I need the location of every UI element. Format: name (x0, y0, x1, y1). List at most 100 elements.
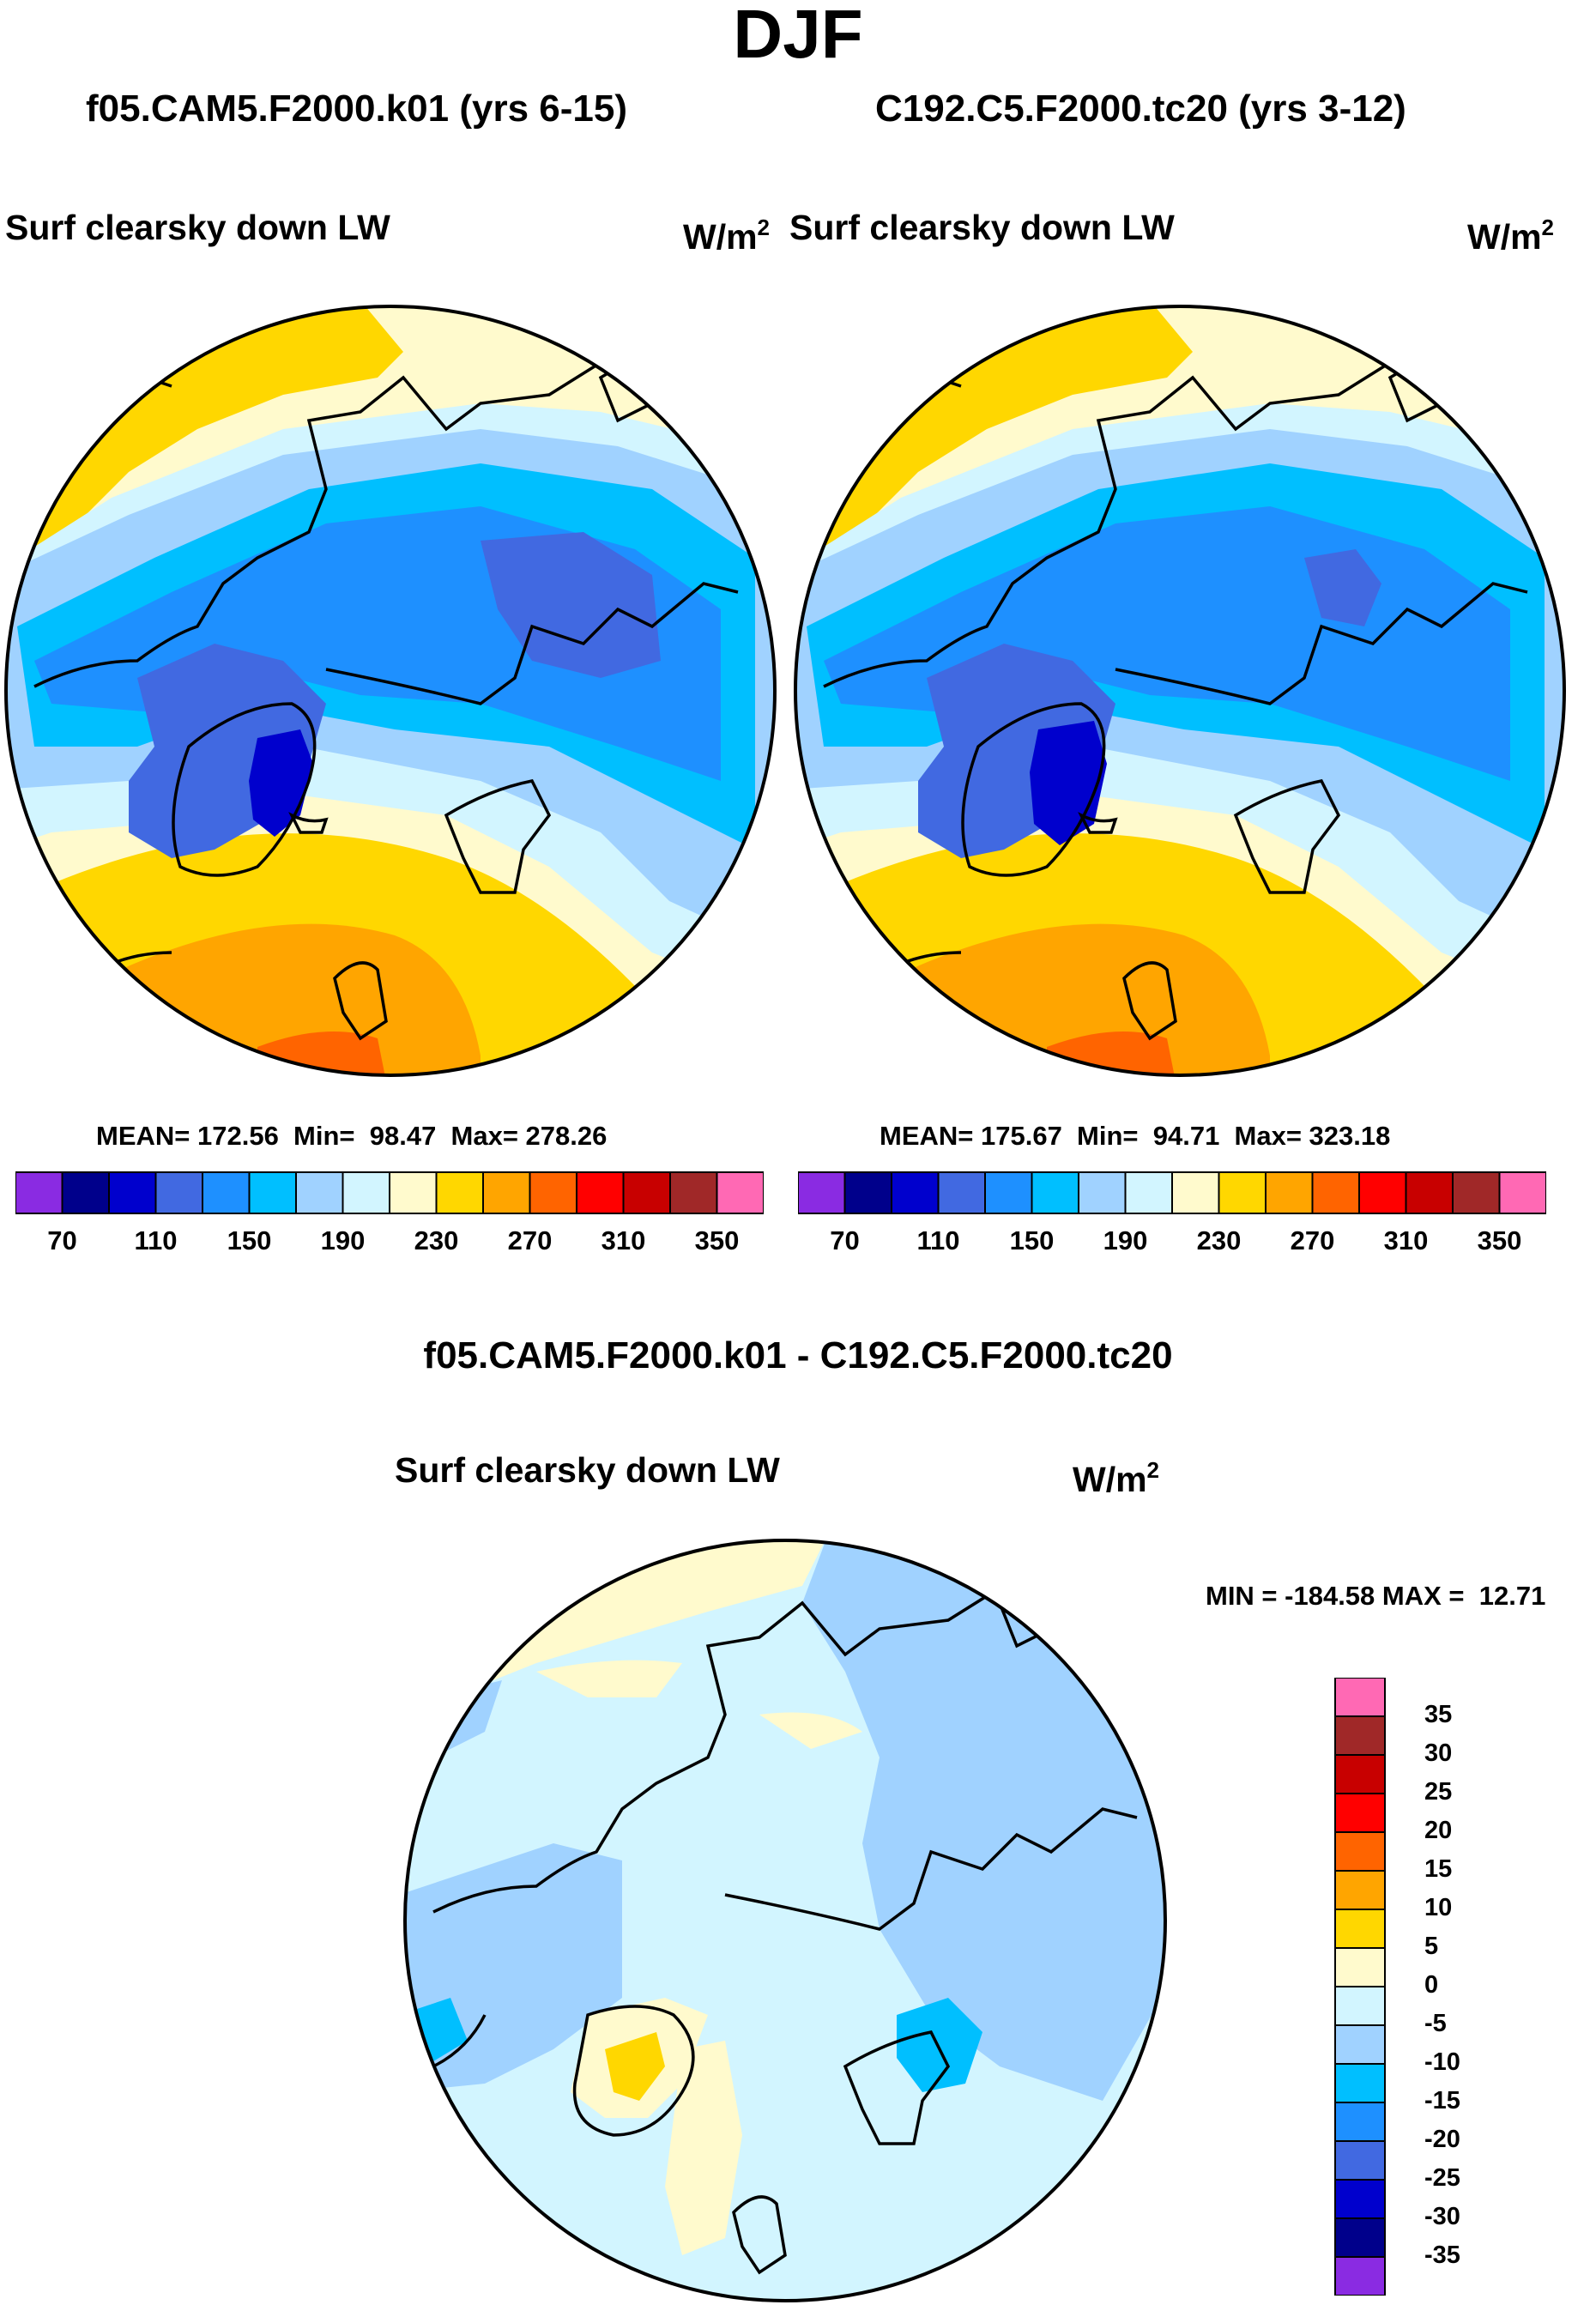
colorbar-swatch (435, 1171, 484, 1214)
polar-map-left (4, 305, 777, 1077)
panel-left-variable: Surf clearsky down LW (5, 208, 390, 247)
colorbar-tick-label: 25 (1424, 1778, 1453, 1806)
colorbar-tick-label: 30 (1424, 1739, 1453, 1767)
colorbar-swatch (482, 1171, 531, 1214)
colorbar-tick-label: 110 (134, 1225, 178, 1255)
colorbar-swatch (1311, 1171, 1360, 1214)
colorbar-swatch (1218, 1171, 1267, 1214)
panel-left-case-title: f05.CAM5.F2000.k01 (yrs 6-15) (86, 88, 627, 130)
colorbar-difference-labels: 35 30 25 20 15 10 5 0 -5 -10 -15 -20 -25 -30 -35 (1424, 1678, 1493, 2296)
colorbar-tick-label: 0 (1424, 1971, 1439, 1999)
difference-variable: Surf clearsky down LW (395, 1450, 780, 1490)
colorbar-tick-label: 350 (1477, 1225, 1522, 1255)
colorbar-swatch (622, 1171, 671, 1214)
colorbar-tick-label: 150 (227, 1225, 272, 1255)
panel-left-units: W/m2 (683, 215, 771, 257)
colorbar-swatch (61, 1171, 110, 1214)
colorbar-tick-label: -25 (1424, 2164, 1460, 2192)
colorbar-swatch (716, 1171, 764, 1214)
colorbar-swatch (1334, 1793, 1386, 1833)
colorbar-tick-label: -5 (1424, 2010, 1447, 2037)
colorbar-tick-label: 15 (1424, 1855, 1453, 1883)
colorbar-tick-label: 70 (47, 1225, 77, 1255)
colorbar-swatch (1334, 1870, 1386, 1910)
colorbar-swatch (1498, 1171, 1546, 1214)
colorbar-tick-label: 5 (1424, 1933, 1439, 1960)
panel-right-case-title: C192.C5.F2000.tc20 (yrs 3-12) (875, 88, 1406, 130)
colorbar-tick-label: 70 (830, 1225, 860, 1255)
colorbar-tick-label: -35 (1424, 2241, 1460, 2269)
colorbar-swatch (1334, 1715, 1386, 1756)
colorbar-swatch (1405, 1171, 1454, 1214)
colorbar-tick-label: 10 (1424, 1894, 1453, 1921)
colorbar-swatch (248, 1171, 297, 1214)
panel-right-units: W/m2 (1467, 215, 1555, 257)
colorbar-swatch (1171, 1171, 1220, 1214)
colorbar-right-labels: 70 110 150 190 230 270 310 350 (798, 1225, 1546, 1260)
colorbar-swatch (1334, 1678, 1386, 1717)
colorbar-swatch (1078, 1171, 1127, 1214)
polar-map-right (794, 305, 1566, 1077)
colorbar-tick-label: -15 (1424, 2087, 1460, 2114)
panel-right-stats: MEAN= 175.67 Min= 94.71 Max= 323.18 (880, 1121, 1391, 1151)
colorbar-swatch (1334, 2063, 1386, 2103)
colorbar-tick-label: 110 (916, 1225, 960, 1255)
colorbar-swatch (669, 1171, 718, 1214)
colorbar-swatch (891, 1171, 940, 1214)
colorbar-swatch (1334, 1754, 1386, 1794)
colorbar-swatch (202, 1171, 251, 1214)
colorbar-swatch (576, 1171, 625, 1214)
colorbar-swatch (295, 1171, 344, 1214)
colorbar-tick-label: -30 (1424, 2203, 1460, 2230)
colorbar-swatch (1334, 1831, 1386, 1872)
colorbar-swatch (108, 1171, 157, 1214)
difference-stats: MIN = -184.58 MAX = 12.71 (1206, 1581, 1546, 1611)
colorbar-tick-label: 310 (1383, 1225, 1429, 1255)
colorbar-left (15, 1171, 764, 1214)
colorbar-swatch (1358, 1171, 1407, 1214)
colorbar-swatch (154, 1171, 203, 1214)
colorbar-tick-label: -10 (1424, 2048, 1460, 2076)
colorbar-tick-label: 270 (1290, 1225, 1335, 1255)
colorbar-swatch (984, 1171, 1033, 1214)
colorbar-swatch (15, 1171, 63, 1214)
colorbar-difference (1334, 1678, 1386, 2296)
colorbar-swatch (1031, 1171, 1079, 1214)
colorbar-swatch (1334, 2024, 1386, 2065)
colorbar-tick-label: 230 (414, 1225, 459, 1255)
colorbar-swatch (1334, 1986, 1386, 2026)
colorbar-tick-label: 310 (601, 1225, 646, 1255)
colorbar-swatch (389, 1171, 438, 1214)
colorbar-swatch (1452, 1171, 1501, 1214)
panel-left-stats: MEAN= 172.56 Min= 98.47 Max= 278.26 (96, 1121, 608, 1151)
colorbar-swatch (1334, 2256, 1386, 2296)
colorbar-swatch (1124, 1171, 1173, 1214)
difference-title: f05.CAM5.F2000.k01 - C192.C5.F2000.tc20 (423, 1334, 1173, 1376)
colorbar-swatch (843, 1171, 892, 1214)
colorbar-swatch (798, 1171, 846, 1214)
colorbar-swatch (1334, 1947, 1386, 1987)
colorbar-left-labels: 70 110 150 190 230 270 310 350 (15, 1225, 764, 1260)
colorbar-tick-label: 270 (507, 1225, 553, 1255)
colorbar-tick-label: 190 (320, 1225, 366, 1255)
colorbar-swatch (1334, 1909, 1386, 1949)
colorbar-tick-label: 350 (694, 1225, 740, 1255)
colorbar-swatch (342, 1171, 390, 1214)
panel-right-variable: Surf clearsky down LW (789, 208, 1175, 247)
colorbar-swatch (1334, 2140, 1386, 2181)
colorbar-swatch (1334, 2217, 1386, 2258)
colorbar-swatch (1334, 2179, 1386, 2219)
colorbar-swatch (1334, 2102, 1386, 2142)
polar-map-difference (403, 1539, 1167, 2302)
colorbar-tick-label: 150 (1009, 1225, 1055, 1255)
colorbar-tick-label: 230 (1196, 1225, 1242, 1255)
colorbar-tick-label: 20 (1424, 1817, 1453, 1844)
colorbar-tick-label: 35 (1424, 1701, 1453, 1728)
colorbar-tick-label: 190 (1103, 1225, 1148, 1255)
colorbar-swatch (529, 1171, 577, 1214)
figure-title: DJF (733, 0, 863, 72)
colorbar-swatch (1265, 1171, 1314, 1214)
colorbar-right (798, 1171, 1546, 1214)
colorbar-swatch (937, 1171, 986, 1214)
difference-units: W/m2 (1073, 1457, 1160, 1499)
